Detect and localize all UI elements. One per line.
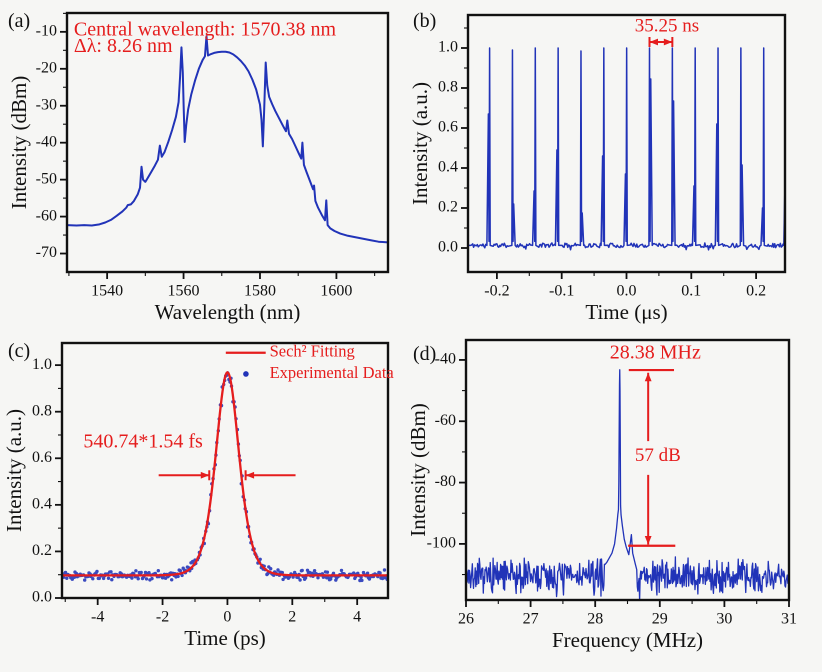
x-tick-label: 30 [716, 611, 732, 628]
plot-frame [464, 338, 791, 602]
x-tick-label: 2 [288, 609, 296, 626]
arrowhead [644, 536, 652, 545]
y-tick-label: 0.4 [438, 159, 458, 176]
y-tick-label: -70 [36, 244, 57, 261]
axes-ticks: 1540 1560 1580 1600 -10 -20 -30 -40 -50 -60 -70 [36, 12, 376, 300]
axes-ticks: -4 -2 0 2 4 0.0 0.2 0.4 0.6 0.8 1.0 [32, 356, 361, 626]
x-tick-label: 1560 [168, 283, 200, 300]
annotation-text: 35.25 ns [635, 15, 699, 36]
x-tick-label: -4 [91, 609, 104, 626]
y-tick-label: 0.2 [438, 199, 458, 216]
y-tick-label: 0.2 [32, 542, 52, 559]
x-tick-label: 1600 [320, 283, 352, 300]
y-tick-label: -40 [36, 133, 57, 150]
annotation-text: 540.74*1.54 fs [83, 431, 203, 453]
x-tick-label: -2 [156, 609, 169, 626]
x-axis-label: Time (μs) [585, 300, 667, 324]
panel-label: (c) [8, 340, 30, 362]
panel-label: (a) [8, 10, 30, 32]
legend-label: Experimental Data [270, 363, 395, 382]
y-tick-label: 0.0 [32, 589, 52, 606]
spectrum-trace [67, 35, 388, 244]
y-tick-label: -10 [36, 23, 57, 40]
annotation-text: Central wavelength: 1570.38 nm [74, 18, 337, 40]
panel-b-pulse-train-chart: -0.2 -0.1 0.0 0.1 0.2 0.0 0.2 0.4 0.6 0.8 1.0 Time … [408, 0, 822, 333]
y-tick-label: 0.6 [438, 119, 458, 136]
y-tick-label: 0.4 [32, 496, 52, 513]
y-tick-label: 0.8 [32, 402, 52, 419]
arrowhead [663, 38, 673, 46]
axes-ticks: -0.2 -0.1 0.0 0.1 0.2 0.0 0.2 0.4 0.6 0.8 1.0 [438, 27, 766, 300]
y-tick-label: -100 [427, 535, 456, 552]
arrowhead [644, 372, 652, 382]
x-tick-label: -0.1 [549, 283, 574, 300]
experimental-data-scatter [62, 371, 388, 583]
panel-label: (b) [413, 10, 436, 32]
x-tick-label: 28 [587, 611, 603, 628]
plot-area [62, 370, 388, 583]
plot-area [468, 47, 785, 251]
x-tick-label: 31 [781, 611, 797, 628]
panel-b-svg: -0.2 -0.1 0.0 0.1 0.2 0.0 0.2 0.4 0.6 0.8 1.0 Time … [408, 10, 787, 324]
y-axis-label: Intensity (a.u.) [2, 409, 26, 532]
y-tick-label: -20 [36, 59, 57, 76]
panel-d-rf-spectrum-chart: 26 27 28 29 30 31 -40 -60 -80 -100 Frequency (MHz)… [406, 333, 822, 667]
pulse-train-trace [468, 47, 785, 251]
legend-dot-marker [243, 371, 249, 377]
panel-a-svg: 1540 1560 1580 1600 -10 -20 -30 -40 -50 -60 -70 Wav… [7, 10, 390, 324]
y-axis-label: Intensity (a.u.) [411, 82, 432, 205]
panel-d-svg: 26 27 28 29 30 31 -40 -60 -80 -100 Frequency (MHz)… [406, 338, 797, 652]
plot-area [67, 35, 388, 244]
x-tick-label: 29 [652, 611, 668, 628]
x-tick-label: 27 [523, 611, 539, 628]
y-tick-label: 0.6 [32, 449, 52, 466]
panel-c-autocorrelation-chart: -4 -2 0 2 4 0.0 0.2 0.4 0.6 0.8 1.0 Time (ps) Intens… [0, 333, 411, 667]
arrowhead [200, 471, 210, 479]
y-tick-label: 0.8 [438, 79, 458, 96]
axes-ticks: 26 27 28 29 30 31 -40 -60 -80 -100 [427, 351, 797, 628]
y-tick-label: -40 [435, 351, 456, 368]
y-tick-label: -60 [435, 412, 456, 429]
x-tick-label: 4 [353, 609, 361, 626]
x-tick-label: 1580 [244, 283, 276, 300]
legend-label: Sech² Fitting [270, 342, 355, 361]
y-tick-label: 1.0 [438, 39, 458, 56]
y-axis-label: Intensity (dBm) [411, 403, 430, 537]
arrowhead [245, 471, 255, 479]
annotation-text: 57 dB [635, 445, 681, 466]
x-axis-label: Frequency (MHz) [552, 628, 703, 652]
annotation-text: Δλ: 8.26 nm [74, 35, 173, 57]
y-tick-label: -80 [435, 473, 456, 490]
panel-a-optical-spectrum-chart: 1540 1560 1580 1600 -10 -20 -30 -40 -50 -60 -70 Wav… [0, 0, 411, 333]
x-tick-label: 26 [458, 611, 474, 628]
y-tick-label: -50 [36, 170, 57, 187]
x-axis-label: Time (ps) [184, 626, 266, 650]
panel-label: (d) [413, 343, 436, 365]
x-tick-label: 0.2 [746, 283, 766, 300]
y-tick-label: 1.0 [32, 356, 52, 373]
sech2-fit-line [62, 370, 388, 577]
annotation-text: 28.38 MHz [610, 341, 701, 363]
x-axis-label: Wavelength (nm) [155, 300, 301, 324]
x-tick-label: -0.2 [484, 283, 509, 300]
panel-c-svg: -4 -2 0 2 4 0.0 0.2 0.4 0.6 0.8 1.0 Time (ps) Intens… [2, 340, 395, 650]
x-tick-label: 0 [223, 609, 231, 626]
arrowhead [649, 38, 659, 46]
y-tick-label: -60 [36, 207, 57, 224]
x-tick-label: 0.0 [617, 283, 637, 300]
plot-area [466, 369, 789, 600]
y-axis-label: Intensity (dBm) [7, 76, 31, 210]
x-tick-label: 1540 [91, 283, 123, 300]
y-tick-label: -30 [36, 96, 57, 113]
y-tick-label: 0.0 [438, 239, 458, 256]
plot-frame [60, 341, 390, 600]
legend: Sech² Fitting Experimental Data [225, 342, 395, 382]
rf-spectrum-trace [466, 369, 789, 600]
x-tick-label: 0.1 [681, 283, 701, 300]
